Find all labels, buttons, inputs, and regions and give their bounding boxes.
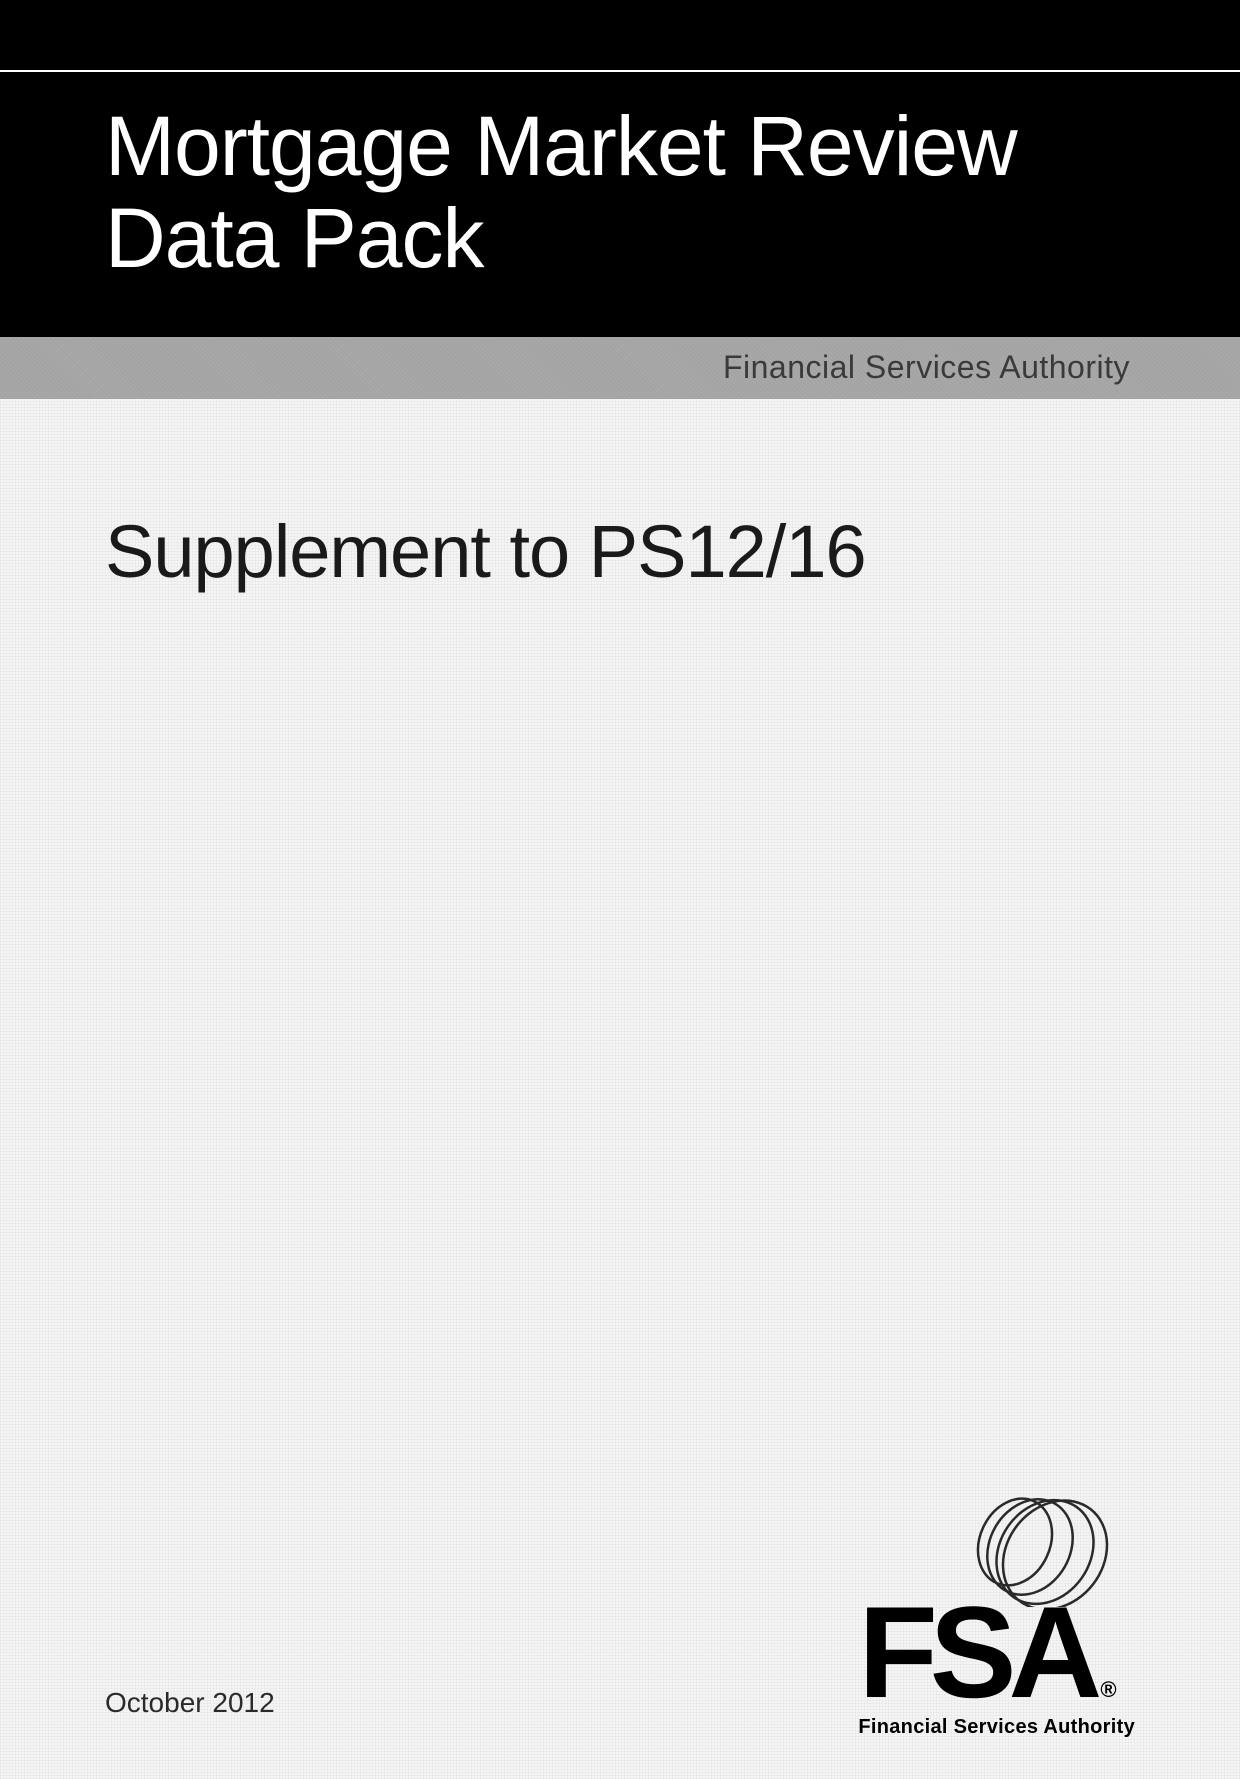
logo-full-name: Financial Services Authority <box>858 1716 1135 1739</box>
authority-label: Financial Services Authority <box>723 349 1130 386</box>
logo-acronym: FSA <box>858 1597 1094 1708</box>
logo-text-row: FSA ® <box>858 1597 1116 1708</box>
logo-registered-mark: ® <box>1100 1677 1116 1703</box>
content-area: Supplement to PS12/16 October 2012 FSA ®… <box>0 399 1240 1779</box>
publication-date: October 2012 <box>105 1687 275 1739</box>
fsa-logo: FSA ® Financial Services Authority <box>858 1487 1135 1739</box>
top-black-band <box>0 0 1240 72</box>
title-line-2: Data Pack <box>105 191 484 285</box>
authority-band: Financial Services Authority <box>0 337 1240 399</box>
document-subtitle: Supplement to PS12/16 <box>105 509 1240 594</box>
main-title: Mortgage Market Review Data Pack <box>105 100 1240 285</box>
title-line-1: Mortgage Market Review <box>105 99 1017 193</box>
title-band: Mortgage Market Review Data Pack <box>0 72 1240 337</box>
bottom-row: October 2012 FSA ® Financial Services Au… <box>0 1487 1240 1739</box>
